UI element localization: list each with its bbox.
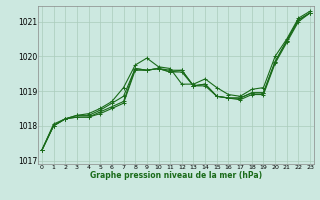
X-axis label: Graphe pression niveau de la mer (hPa): Graphe pression niveau de la mer (hPa) xyxy=(90,171,262,180)
